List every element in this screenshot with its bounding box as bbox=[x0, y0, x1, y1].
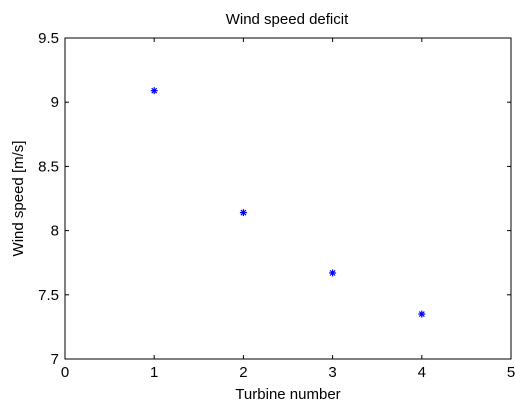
chart-title: Wind speed deficit bbox=[226, 11, 349, 28]
y-axis-ticks: 7 7.5 8 8.5 9 9.5 bbox=[38, 30, 511, 368]
y-tick-label: 7 bbox=[51, 351, 59, 368]
data-point bbox=[418, 310, 426, 318]
x-tick-label: 2 bbox=[239, 364, 247, 381]
y-tick-label: 8.5 bbox=[38, 158, 59, 175]
x-tick-label: 4 bbox=[418, 364, 426, 381]
plot-area bbox=[64, 37, 512, 360]
y-tick-label: 8 bbox=[51, 223, 59, 240]
data-point bbox=[150, 87, 158, 95]
y-axis-label: Wind speed [m/s] bbox=[10, 141, 27, 257]
x-tick-label: 3 bbox=[328, 364, 336, 381]
data-point bbox=[329, 269, 337, 277]
axes-box bbox=[64, 37, 512, 360]
y-tick-label: 9 bbox=[51, 94, 59, 111]
x-axis-ticks: 0 1 2 3 4 5 bbox=[61, 38, 515, 381]
x-axis-label: Turbine number bbox=[235, 386, 340, 403]
y-tick-label: 7.5 bbox=[38, 287, 59, 304]
data-markers bbox=[150, 87, 426, 318]
x-tick-label: 5 bbox=[507, 364, 515, 381]
x-tick-label: 1 bbox=[150, 364, 158, 381]
x-tick-label: 0 bbox=[61, 364, 69, 381]
y-tick-label: 9.5 bbox=[38, 30, 59, 47]
data-point bbox=[239, 209, 247, 217]
